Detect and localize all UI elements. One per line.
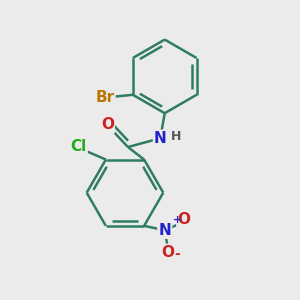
Text: Cl: Cl — [70, 140, 87, 154]
Text: O: O — [101, 118, 114, 133]
Text: N: N — [158, 223, 171, 238]
Text: -: - — [174, 247, 180, 261]
Text: H: H — [171, 130, 182, 143]
Text: N: N — [154, 131, 167, 146]
Text: O: O — [161, 245, 174, 260]
Text: O: O — [177, 212, 190, 227]
Text: +: + — [173, 215, 182, 225]
Text: Br: Br — [95, 90, 114, 105]
